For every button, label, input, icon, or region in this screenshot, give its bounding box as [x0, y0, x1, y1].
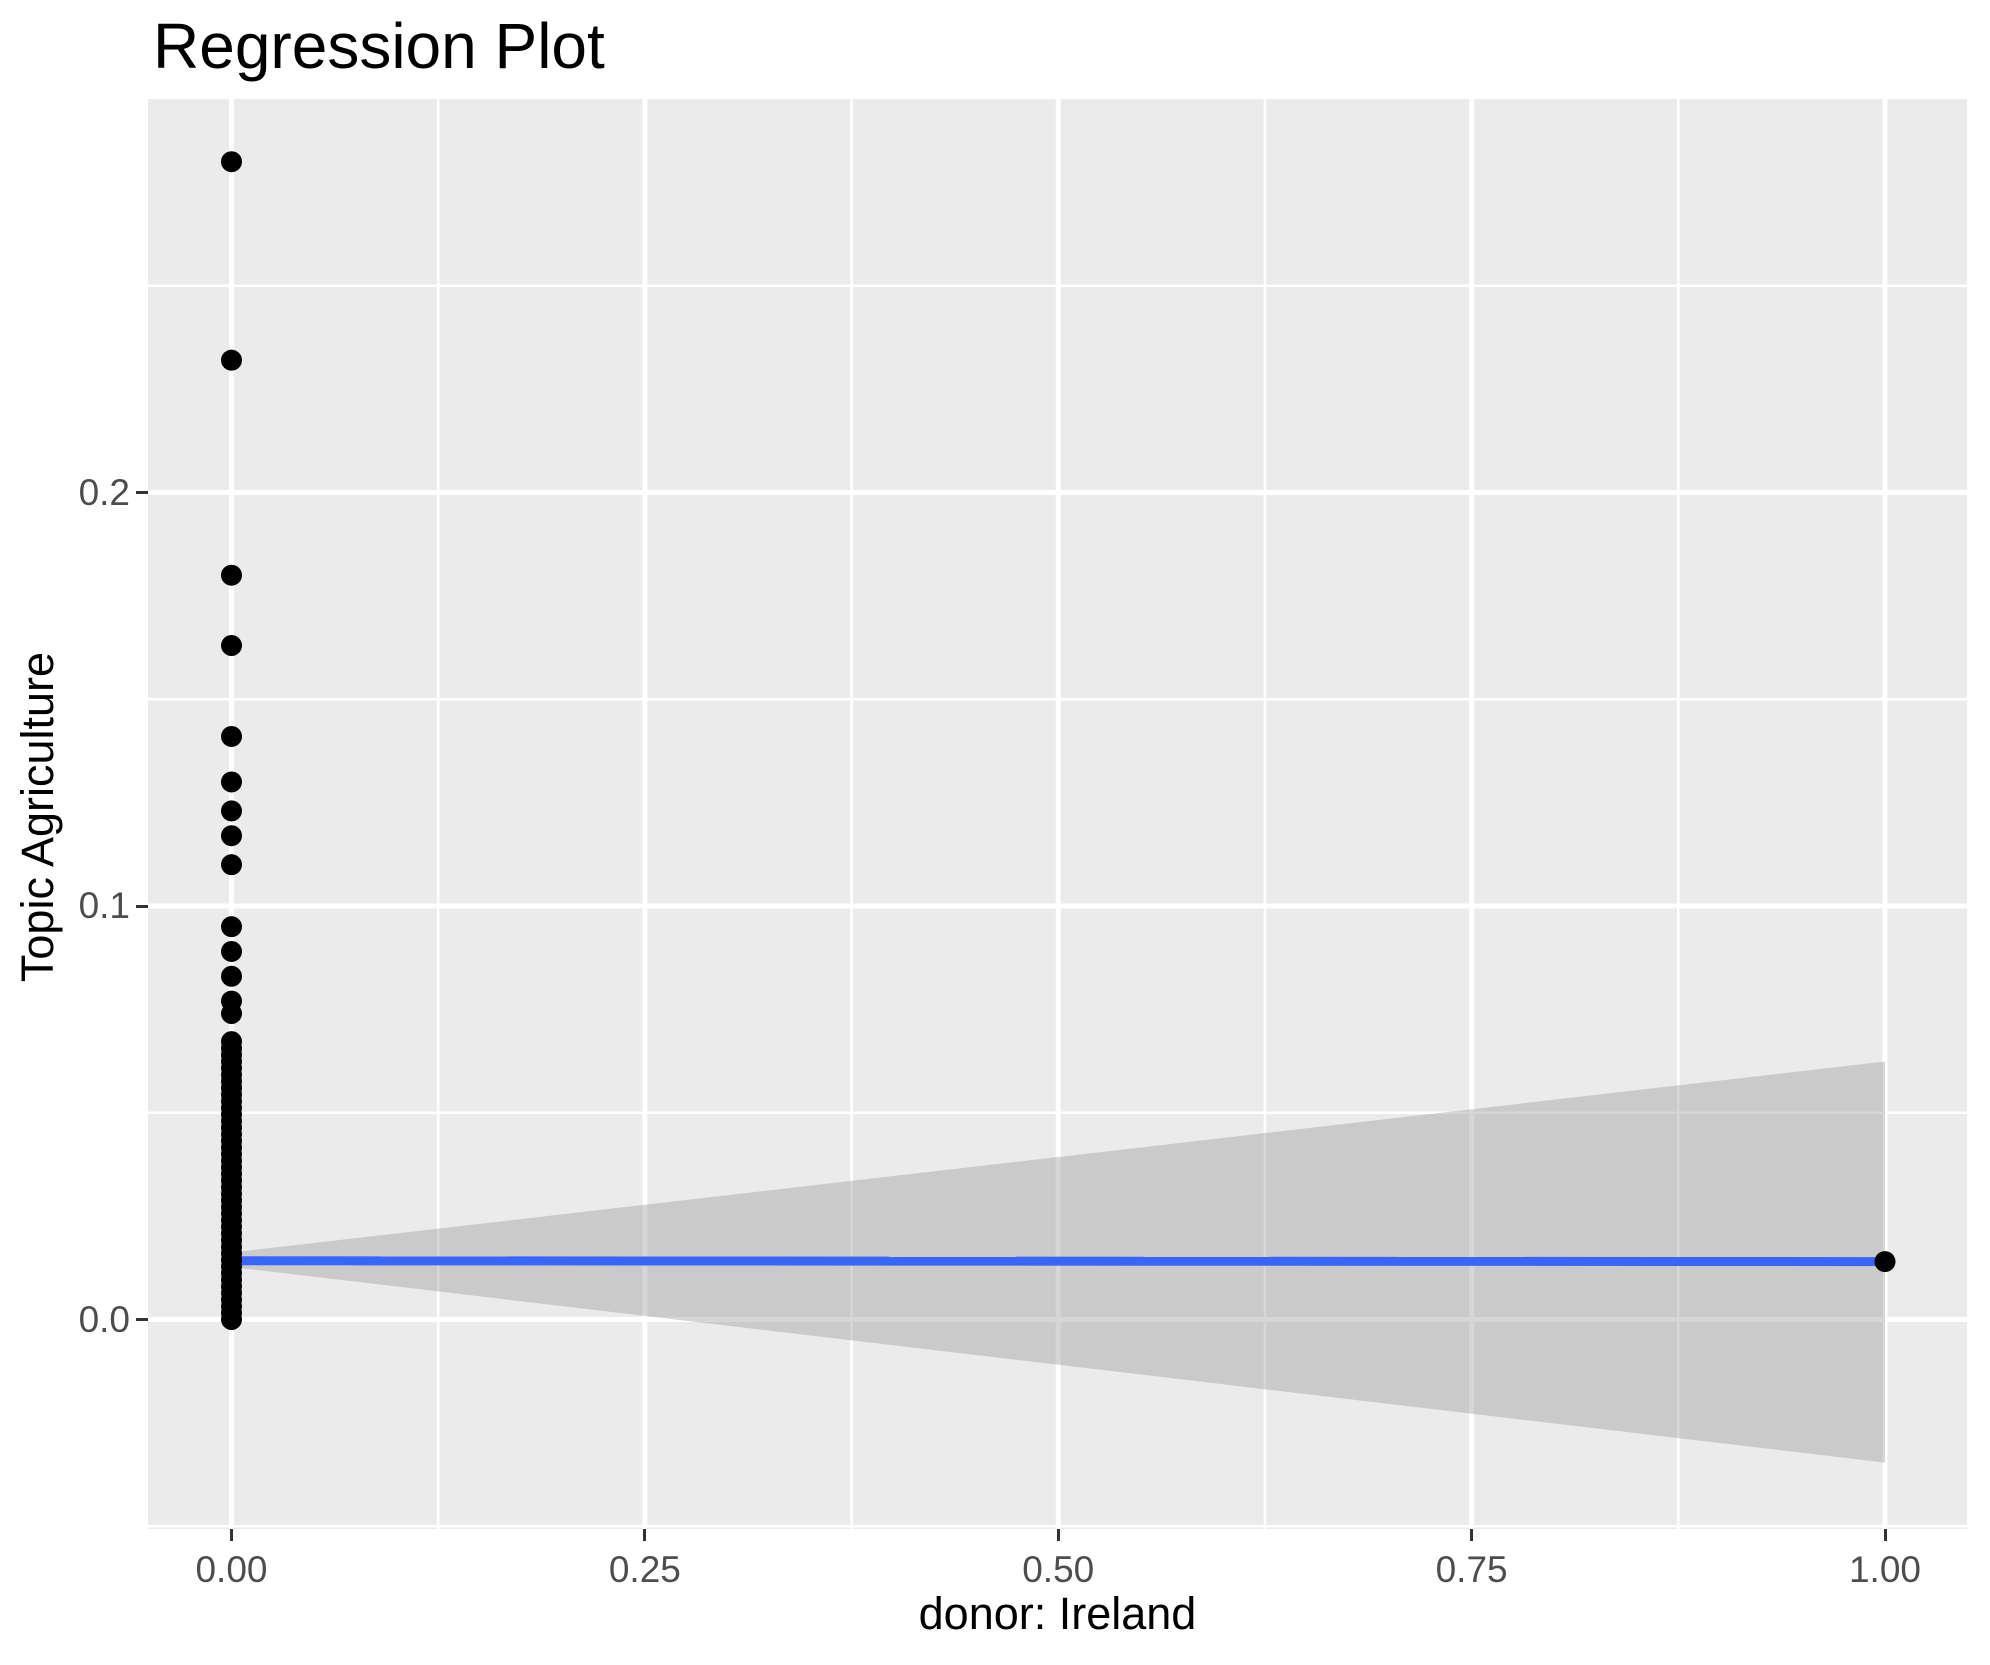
plot-panel	[148, 99, 1967, 1529]
y-tick-label: 0.0	[78, 1298, 130, 1340]
x-tick-label: 1.00	[1848, 1549, 1921, 1590]
data-point	[221, 916, 242, 938]
data-point	[221, 634, 242, 656]
y-tick-mark	[136, 491, 148, 494]
x-tick-label: 0.75	[1435, 1549, 1508, 1590]
y-tick-mark	[136, 1318, 148, 1321]
x-tick-label: 0.25	[608, 1549, 681, 1590]
x-tick-label: 0.50	[1022, 1549, 1095, 1590]
x-axis-title: donor: Ireland	[918, 1588, 1197, 1639]
data-point	[221, 965, 242, 987]
x-tick-mark	[1470, 1529, 1474, 1541]
data-point	[221, 800, 242, 822]
plot-title: Regression Plot	[153, 10, 605, 82]
data-point	[221, 725, 242, 747]
x-tick-mark	[230, 1529, 233, 1541]
data-point	[1874, 1251, 1896, 1273]
data-point	[221, 854, 242, 876]
data-point	[221, 1031, 242, 1053]
data-point	[221, 349, 242, 371]
y-tick-label: 0.1	[78, 885, 130, 926]
data-point	[221, 1003, 242, 1025]
data-point	[221, 771, 242, 793]
regression-line	[231, 1256, 1886, 1267]
y-axis-title: Topic Agriculture	[12, 651, 63, 983]
x-tick-mark	[1883, 1529, 1887, 1541]
x-tick-label: 0.00	[195, 1549, 268, 1590]
x-tick-mark	[1056, 1529, 1060, 1541]
data-point	[221, 151, 242, 173]
data-point	[221, 825, 242, 847]
y-tick-mark	[136, 904, 148, 908]
data-point	[221, 564, 242, 586]
data-point	[221, 940, 242, 962]
x-tick-mark	[643, 1529, 647, 1541]
y-tick-label: 0.2	[78, 471, 130, 513]
